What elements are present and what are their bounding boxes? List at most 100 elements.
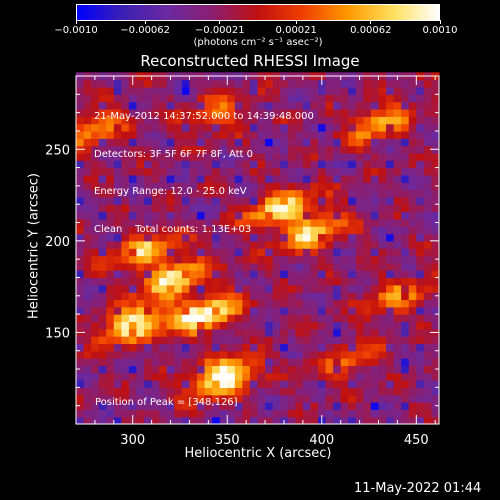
heatmap-cell <box>174 218 183 227</box>
heatmap-cell <box>189 226 198 235</box>
heatmap-cell <box>325 182 334 191</box>
heatmap-cell <box>189 174 198 183</box>
heatmap-cell <box>363 387 372 396</box>
heatmap-cell <box>128 277 138 286</box>
heatmap-cell <box>242 350 251 359</box>
heatmap-cell <box>287 380 296 388</box>
heatmap-cell <box>181 196 191 205</box>
heatmap-cell <box>416 116 425 125</box>
heatmap-cell <box>144 402 153 410</box>
heatmap-cell <box>265 226 274 235</box>
heatmap-cell <box>287 409 296 418</box>
heatmap-cell <box>227 284 236 293</box>
heatmap-cell <box>76 116 85 125</box>
heatmap-cell <box>378 152 387 161</box>
heatmap-cell <box>348 145 357 154</box>
heatmap-cell <box>333 306 342 315</box>
heatmap-cell <box>113 79 122 88</box>
heatmap-cell <box>212 116 221 125</box>
heatmap-cell <box>128 167 138 176</box>
heatmap-cell <box>136 79 145 88</box>
heatmap-cell <box>348 248 357 257</box>
heatmap-cell <box>159 387 168 396</box>
heatmap-cell <box>91 86 100 95</box>
heatmap-cell <box>249 372 259 381</box>
heatmap-cell <box>197 358 206 366</box>
heatmap-cell <box>393 86 402 95</box>
heatmap-cell <box>106 255 115 264</box>
heatmap-cell <box>242 314 251 323</box>
heatmap-cell <box>204 130 213 139</box>
heatmap-cell <box>181 402 191 410</box>
heatmap-cell <box>340 123 349 132</box>
heatmap-cell <box>242 218 251 227</box>
heatmap-cell <box>272 262 281 271</box>
heatmap-cell <box>378 284 387 293</box>
heatmap-cell <box>204 108 213 117</box>
heatmap-cell <box>302 306 312 315</box>
heatmap-cell <box>159 299 168 308</box>
heatmap-cell <box>423 255 433 264</box>
heatmap-cell <box>325 101 334 110</box>
heatmap-cell <box>416 409 425 418</box>
heatmap-cell <box>401 365 410 374</box>
heatmap-cell <box>370 402 380 410</box>
heatmap-cell <box>393 409 402 418</box>
heatmap-cell <box>257 138 266 147</box>
heatmap-cell <box>272 358 281 366</box>
heatmap-cell <box>272 336 281 345</box>
heatmap-cell <box>204 218 213 227</box>
heatmap-cell <box>310 86 319 95</box>
heatmap-cell <box>393 138 402 147</box>
heatmap-cell <box>280 233 289 242</box>
colorbar-tick <box>75 20 77 24</box>
heatmap-cell <box>166 211 175 220</box>
heatmap-cell <box>121 409 130 418</box>
heatmap-cell <box>348 196 357 205</box>
heatmap-cell <box>197 123 206 132</box>
heatmap-cell <box>340 79 349 88</box>
heatmap-cell <box>378 394 387 403</box>
heatmap-cell <box>83 358 92 366</box>
heatmap-cell <box>219 218 228 227</box>
heatmap-cell <box>128 343 138 352</box>
heatmap-cell <box>325 160 334 169</box>
heatmap-cell <box>83 167 92 176</box>
heatmap-cell <box>204 270 213 279</box>
heatmap-cell <box>166 299 175 308</box>
heatmap-cell <box>219 240 228 249</box>
heatmap-cell <box>189 328 198 337</box>
heatmap-cell <box>287 336 296 345</box>
heatmap-cell <box>83 262 92 271</box>
heatmap-cell <box>348 372 357 381</box>
heatmap-cell <box>310 365 319 374</box>
heatmap-cell <box>333 94 342 103</box>
heatmap-cell <box>325 138 334 147</box>
heatmap-cell <box>363 358 372 366</box>
heatmap-cell <box>333 299 342 308</box>
heatmap-cell <box>333 79 342 88</box>
heatmap-cell <box>113 402 122 410</box>
heatmap-cell <box>219 226 228 235</box>
heatmap-cell <box>234 160 243 169</box>
heatmap-cell <box>310 270 319 279</box>
heatmap-cell <box>76 94 85 103</box>
heatmap-cell <box>393 211 402 220</box>
heatmap-cell <box>423 380 433 388</box>
heatmap-cell <box>91 79 100 88</box>
heatmap-cell <box>310 160 319 169</box>
heatmap-cell <box>401 306 410 315</box>
heatmap-cell <box>249 204 259 213</box>
heatmap-cell <box>83 336 92 345</box>
heatmap-cell <box>280 343 289 352</box>
heatmap-cell <box>227 94 236 103</box>
heatmap-cell <box>249 365 259 374</box>
heatmap-cell <box>416 402 425 410</box>
heatmap-cell <box>204 123 213 132</box>
heatmap-cell <box>212 402 221 410</box>
heatmap-cell <box>106 204 115 213</box>
heatmap-cell <box>378 416 387 425</box>
heatmap-cell <box>423 328 433 337</box>
heatmap-cell <box>106 101 115 110</box>
heatmap-cell <box>219 255 228 264</box>
